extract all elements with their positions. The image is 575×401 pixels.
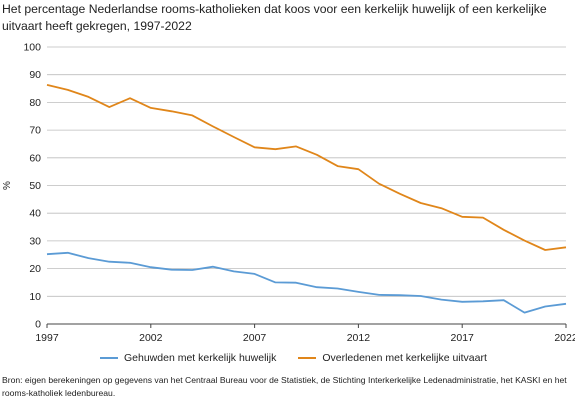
y-tick-label: 30: [29, 235, 41, 247]
legend-swatch-huwelijk: [100, 357, 118, 359]
series-line-uitvaart: [46, 84, 567, 251]
x-tick-label: 2012: [347, 332, 371, 344]
series-line-huwelijk: [46, 251, 567, 314]
x-tick-label: 2017: [451, 332, 475, 344]
legend-label-huwelijk: Gehuwden met kerkelijk huwelijk: [124, 352, 277, 364]
y-tick-label: 100: [23, 42, 41, 54]
chart-title: Het percentage Nederlandse rooms-katholi…: [2, 2, 547, 33]
legend-item-huwelijk: Gehuwden met kerkelijk huwelijk: [100, 352, 276, 364]
y-tick-label: 20: [29, 263, 41, 275]
x-tick-label: 2002: [139, 332, 163, 344]
source-note: Bron: eigen berekeningen op gegevens van…: [2, 375, 567, 398]
legend-swatch-uitvaart: [298, 357, 317, 359]
x-tick-label: 2022: [554, 332, 575, 344]
y-axis-ticks: 0 10 20 30 40 50 60 70 80 90 100: [23, 42, 41, 331]
y-tick-label: 60: [29, 152, 41, 164]
x-tick-label: 1997: [35, 332, 59, 344]
legend-item-uitvaart: Overledenen met kerkelijke uitvaart: [298, 352, 487, 364]
legend: Gehuwden met kerkelijk huwelijk Overlede…: [100, 352, 540, 364]
y-axis-label: %: [2, 181, 13, 190]
series-lines: [46, 84, 567, 314]
legend-label-uitvaart: Overledenen met kerkelijke uitvaart: [322, 352, 487, 364]
y-tick-label: 70: [29, 125, 41, 137]
y-tick-label: 10: [29, 291, 41, 303]
gridlines: [47, 46, 566, 325]
x-axis-ticks: 1997 2002 2007 2012 2017 2022: [35, 324, 575, 344]
y-tick-label: 90: [29, 69, 41, 81]
x-tick-label: 2007: [243, 332, 267, 344]
y-tick-label: 0: [35, 319, 41, 331]
y-tick-label: 50: [29, 180, 41, 192]
y-tick-label: 80: [29, 97, 41, 109]
y-tick-label: 40: [29, 208, 41, 220]
